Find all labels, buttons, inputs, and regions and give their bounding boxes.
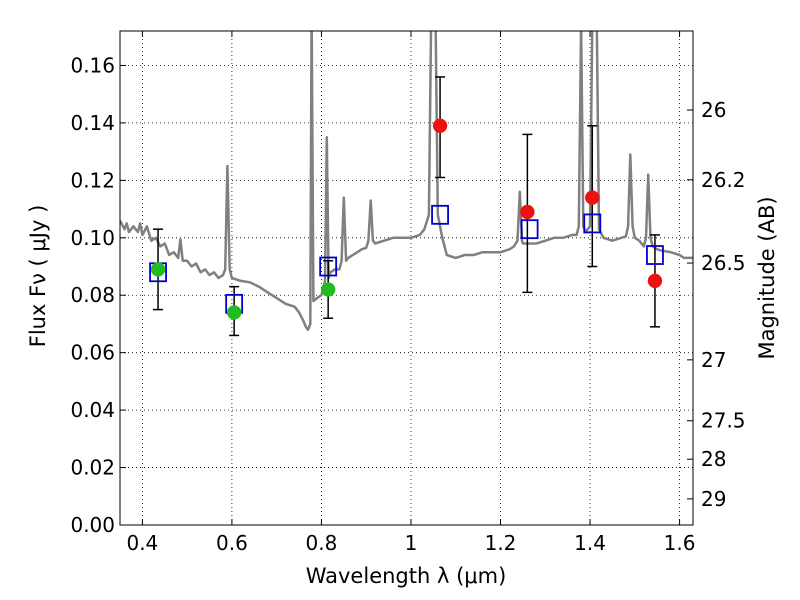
y-tick-label: 0.14: [70, 111, 115, 135]
observed-point-green: [150, 262, 166, 277]
right-tick-label: 26: [701, 98, 726, 122]
right-tick-label: 29: [701, 487, 726, 511]
x-tick-label: 1: [405, 531, 418, 555]
y-axis-title: Flux Fν ( μJy ): [26, 205, 50, 348]
error-bars: [149, 76, 664, 337]
y-tick-label: 0.10: [70, 226, 115, 250]
y-tick-label: 0.02: [70, 456, 115, 480]
observed-point-red: [647, 273, 663, 289]
x-tick-label: 0.4: [126, 531, 158, 555]
y-tick-label: 0.12: [70, 168, 115, 192]
y-tick-label: 0.16: [70, 53, 115, 77]
right-tick-label: 27.5: [701, 409, 746, 433]
right-tick-label: 28: [701, 447, 726, 471]
x-tick-label: 1.2: [485, 531, 517, 555]
model-photometry-square: [520, 219, 539, 240]
spectrum-line: [120, 31, 693, 331]
x-tick-label: 0.6: [216, 531, 248, 555]
y-tick-label: 0.08: [70, 283, 115, 307]
observed-point-green: [226, 305, 242, 320]
plot-area: [120, 31, 693, 525]
model-photometry-square: [583, 213, 602, 234]
x-tick-label: 1.4: [574, 531, 606, 555]
observed-point-red: [432, 118, 448, 134]
right-tick-label: 26.5: [701, 251, 746, 275]
right-axis-title: Magnitude (AB): [755, 196, 779, 359]
model-photometry-square: [646, 245, 664, 265]
observed-point-red: [585, 190, 600, 205]
x-tick-label: 1.6: [664, 531, 696, 555]
y-tick-label: 0.04: [70, 398, 115, 422]
model-photometry-square: [319, 256, 338, 277]
data-layer: [120, 31, 693, 331]
observed-point-red: [520, 204, 535, 220]
y-tick-label: 0.00: [70, 513, 115, 537]
observed-point-green: [320, 282, 336, 297]
right-tick-label: 27: [701, 348, 726, 372]
plot-frame: [119, 30, 694, 526]
axis-ticks: 0.4 0.6 0.8 1 1.2 1.4 1.6 0.00 0.02 0.04 0.06 0.08 0…: [70, 31, 746, 555]
x-tick-label: 0.8: [306, 531, 338, 555]
model-photometry-square: [431, 204, 449, 225]
y-tick-label: 0.06: [70, 341, 115, 365]
right-tick-label: 26.2: [701, 168, 746, 192]
x-axis-title: Wavelength λ (μm): [306, 564, 507, 588]
